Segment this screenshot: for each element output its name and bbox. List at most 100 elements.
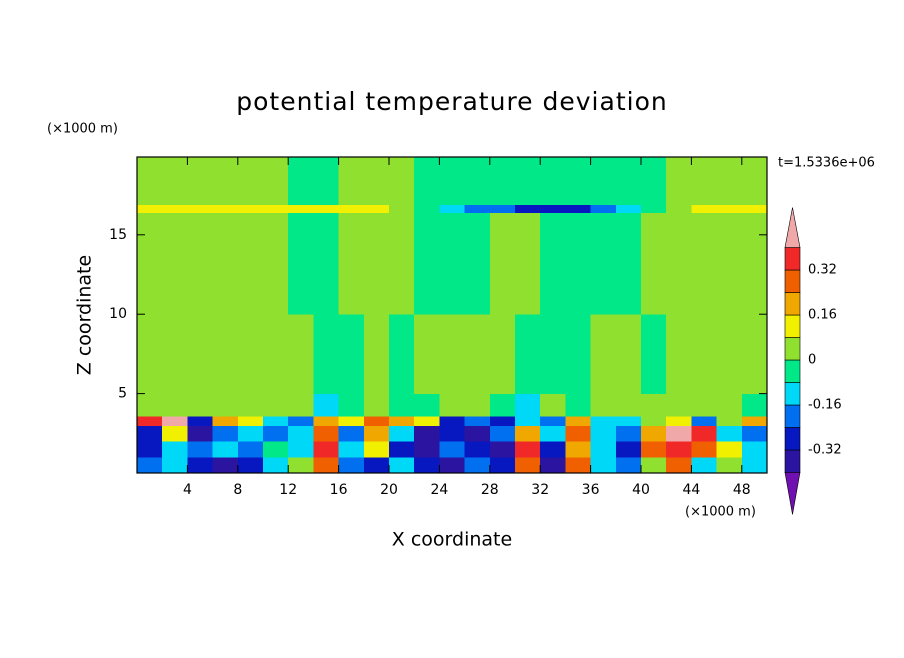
contour-cell	[439, 457, 466, 474]
contour-cell	[313, 425, 340, 442]
contour-cell	[212, 204, 239, 214]
contour-cell	[565, 212, 592, 315]
contour-cell	[439, 157, 466, 206]
contour-cell	[515, 157, 541, 206]
time-label: t=1.5336e+06	[778, 156, 875, 171]
contour-cell	[590, 415, 617, 426]
colorbar-box	[784, 427, 801, 451]
contour-cell	[464, 425, 491, 442]
contour-cell	[741, 457, 768, 474]
contour-cell	[414, 204, 440, 214]
contour-cell	[716, 157, 743, 206]
x-tick-label: 44	[682, 482, 700, 498]
contour-cell	[666, 157, 692, 206]
contour-cell	[187, 314, 214, 395]
contour-cell	[414, 425, 440, 442]
colorbar-tick-label: -0.16	[808, 398, 842, 413]
contour-cell	[515, 441, 541, 458]
contour-cell	[590, 425, 617, 442]
contour-cell	[414, 415, 440, 426]
contour-cell	[263, 204, 289, 214]
contour-cell	[641, 441, 667, 458]
contour-cell	[162, 415, 188, 426]
contour-cell	[363, 212, 390, 315]
x-tick-label: 20	[380, 482, 398, 498]
contour-cell	[414, 393, 440, 417]
contour-cell	[540, 441, 566, 458]
contour-cell	[162, 441, 188, 458]
contour-cell	[540, 212, 566, 315]
contour-cell	[237, 425, 264, 442]
contour-cell	[187, 425, 214, 442]
contour-cell	[615, 204, 642, 214]
contour-cell	[237, 457, 264, 474]
plot-frame	[136, 156, 768, 474]
contour-cell	[212, 441, 239, 458]
contour-cell	[313, 204, 340, 214]
contour-cell	[515, 425, 541, 442]
contour-cell	[565, 425, 592, 442]
contour-cell	[716, 212, 743, 315]
x-tick-label: 36	[582, 482, 600, 498]
contour-cell	[691, 204, 718, 214]
contour-cell	[439, 393, 466, 417]
contour-cell	[641, 212, 667, 315]
contour-cell	[716, 204, 743, 214]
colorbar-box	[784, 382, 801, 406]
chart-title: potential temperature deviation	[236, 87, 667, 116]
colorbar-box	[784, 404, 801, 428]
contour-cell	[237, 441, 264, 458]
contour-cell	[565, 457, 592, 474]
contour-cell	[162, 314, 188, 395]
contour-cell	[338, 393, 365, 417]
contour-cell	[162, 212, 188, 315]
contour-cell	[565, 314, 592, 395]
contour-cell	[338, 441, 365, 458]
contour-cell	[237, 212, 264, 315]
contour-cell	[263, 457, 289, 474]
contour-cell	[187, 393, 214, 417]
colorbar-top-arrow	[784, 207, 801, 248]
contour-cell	[162, 157, 188, 206]
contour-cell	[464, 157, 491, 206]
contour-cell	[590, 314, 617, 395]
contour-cell	[691, 457, 718, 474]
contour-cell	[237, 314, 264, 395]
contour-cell	[288, 157, 314, 206]
colorbar-bottom-arrow	[784, 472, 801, 515]
contour-cell	[741, 157, 768, 206]
contour-cell	[615, 212, 642, 315]
colorbar-box	[784, 337, 801, 361]
contour-cell	[162, 393, 188, 417]
contour-cell	[137, 204, 163, 214]
contour-cell	[540, 157, 566, 206]
contour-cell	[137, 314, 163, 395]
x-tick-label: 28	[481, 482, 499, 498]
contour-cell	[237, 415, 264, 426]
x-tick-label: 24	[430, 482, 448, 498]
contour-cell	[363, 457, 390, 474]
contour-cell	[288, 457, 314, 474]
contour-cell	[565, 204, 592, 214]
contour-cell	[615, 157, 642, 206]
contour-cell	[590, 212, 617, 315]
x-tick-label: 40	[632, 482, 650, 498]
contour-cell	[389, 425, 415, 442]
contour-cell	[187, 441, 214, 458]
contour-cell	[237, 157, 264, 206]
contour-cell	[363, 157, 390, 206]
contour-cell	[741, 441, 768, 458]
contour-cell	[641, 415, 667, 426]
contour-cell	[288, 415, 314, 426]
contour-field	[137, 157, 768, 474]
contour-cell	[187, 415, 214, 426]
contour-cell	[414, 441, 440, 458]
contour-cell	[464, 204, 491, 214]
contour-cell	[489, 425, 516, 442]
contour-cell	[137, 415, 163, 426]
contour-cell	[338, 415, 365, 426]
contour-cell	[313, 415, 340, 426]
colorbar-box	[784, 359, 801, 383]
contour-cell	[615, 415, 642, 426]
